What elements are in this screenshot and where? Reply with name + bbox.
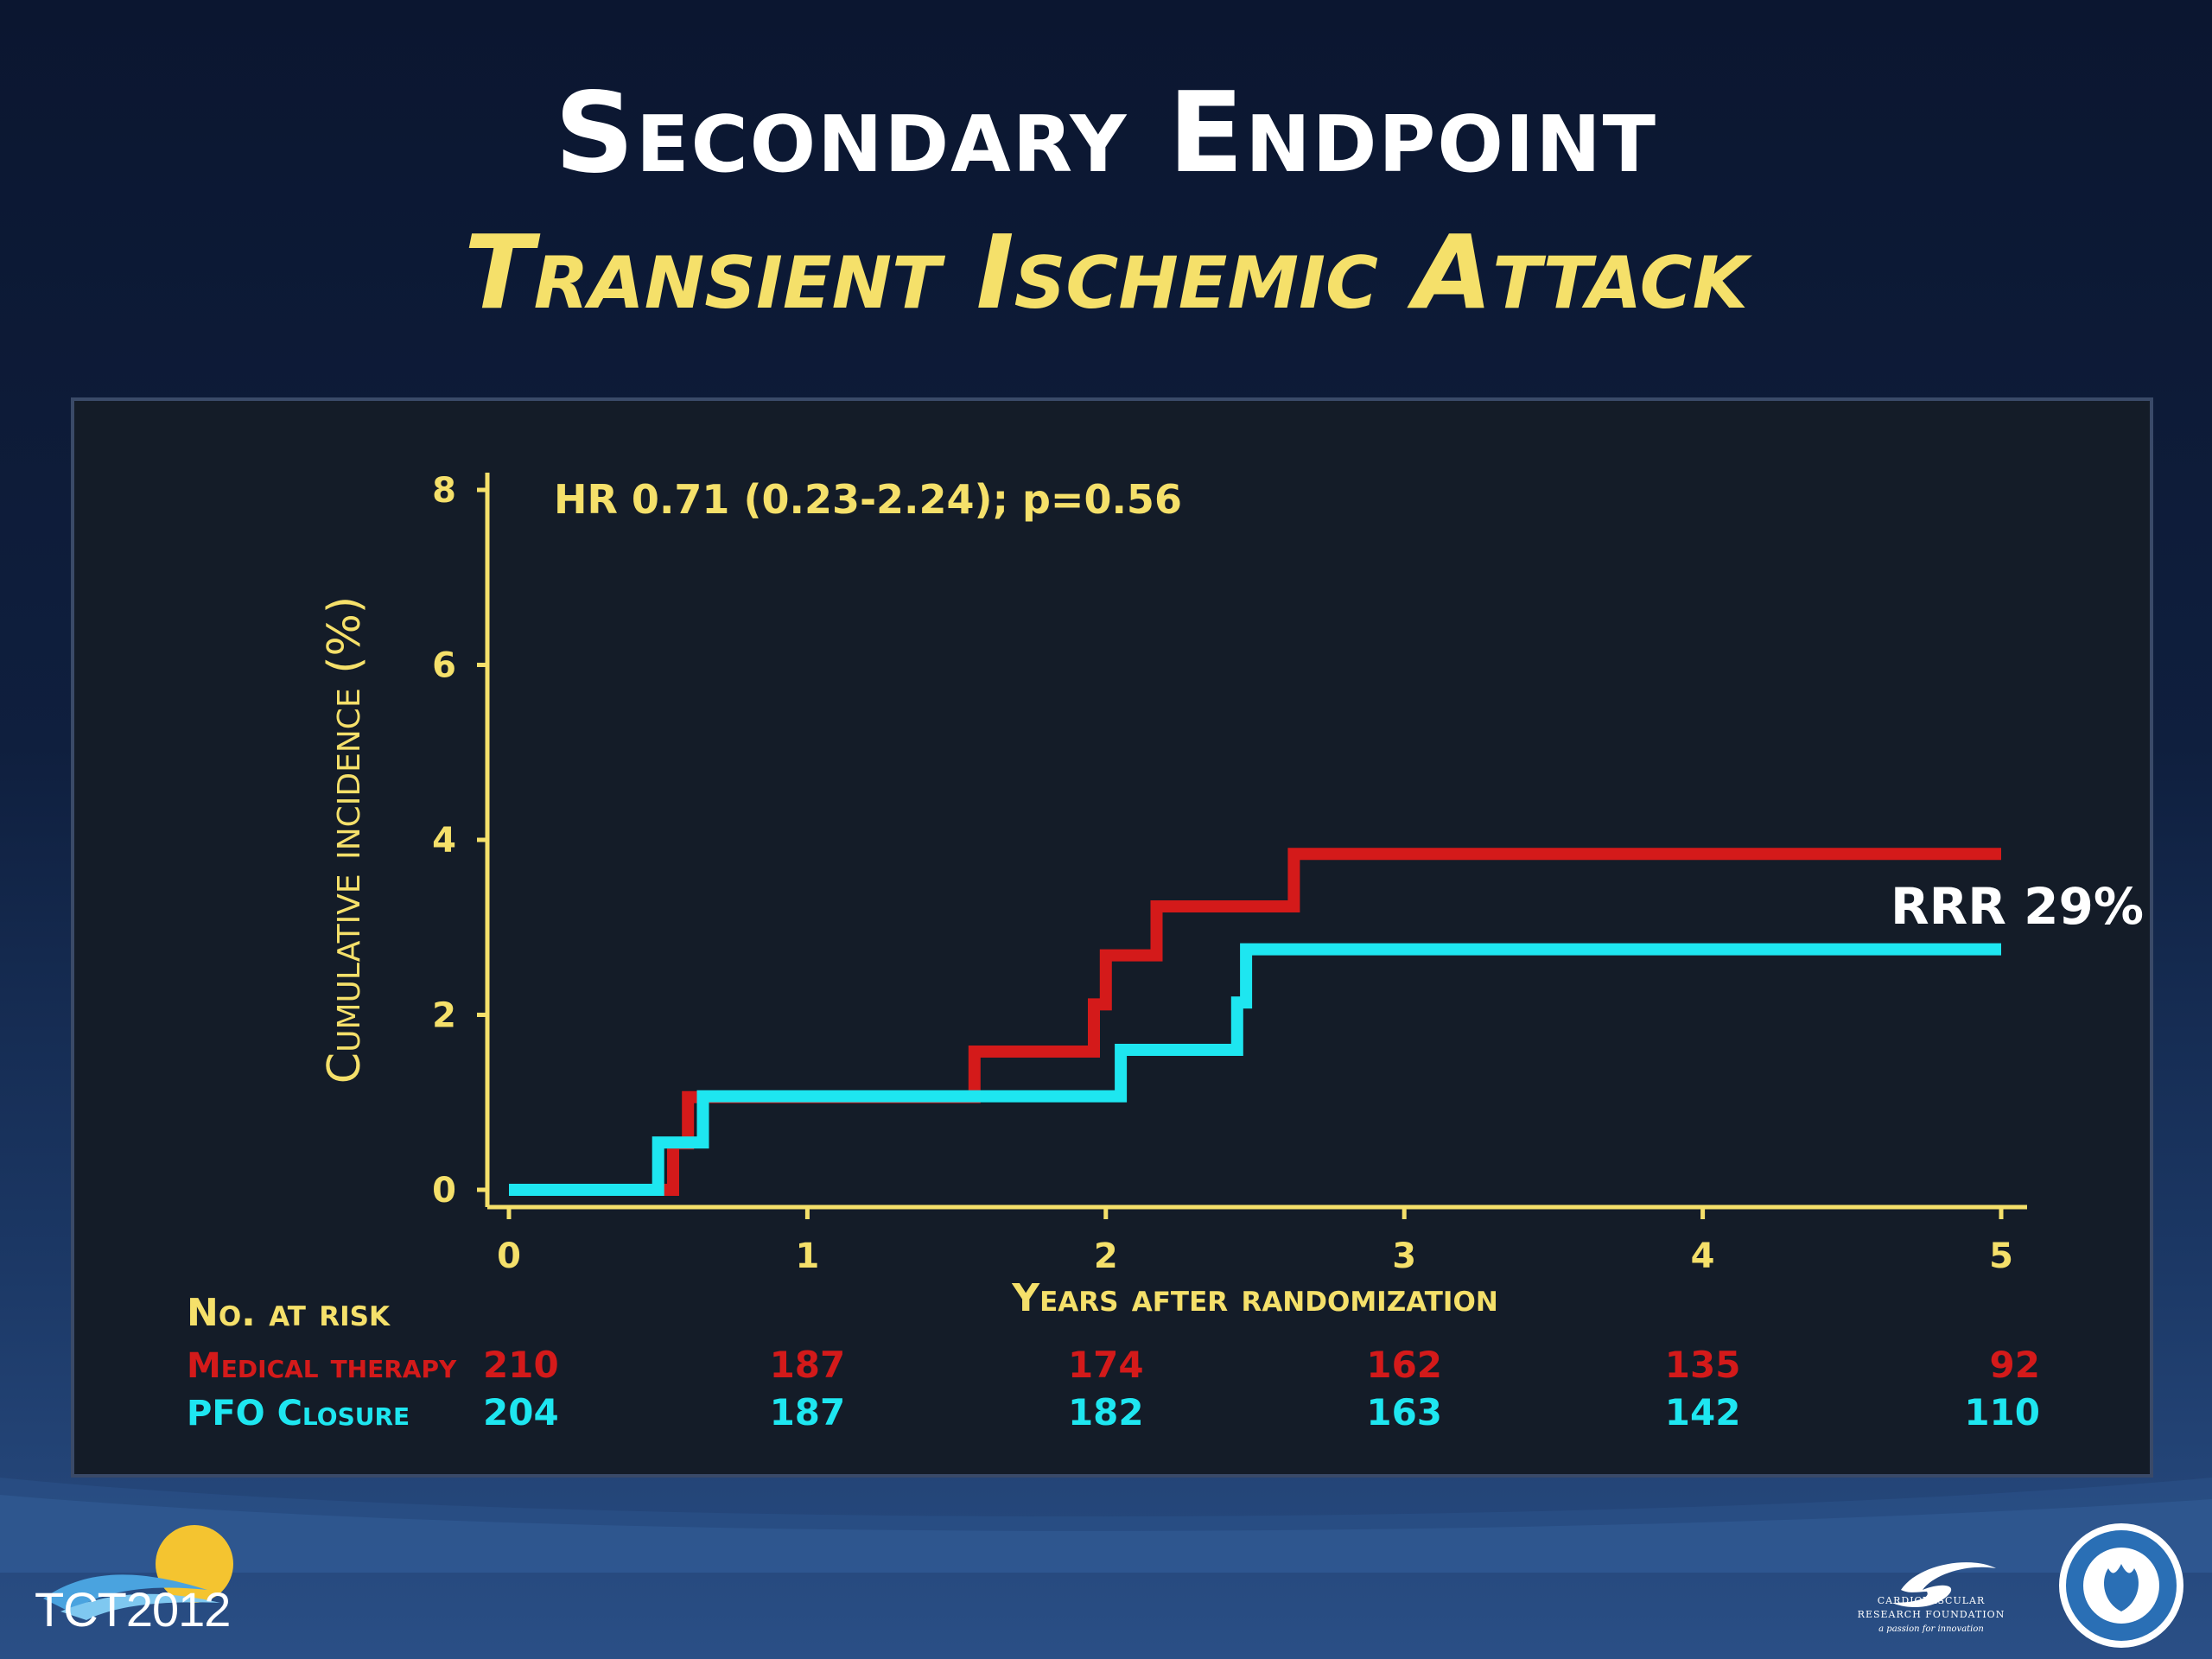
at-risk-row-label: PFO Closure bbox=[187, 1394, 410, 1433]
footer-wave bbox=[0, 1478, 2212, 1573]
y-tick-label: 6 bbox=[432, 646, 456, 686]
crf-swoosh-logo bbox=[1892, 1562, 1996, 1607]
x-tick-label: 4 bbox=[1691, 1236, 1715, 1276]
at-risk-value: 210 bbox=[483, 1344, 559, 1386]
tct-wave-logo bbox=[43, 1525, 233, 1620]
series-line-medical-therapy bbox=[509, 848, 2001, 1196]
x-tick-label: 3 bbox=[1392, 1236, 1416, 1276]
hazard-ratio-annotation: HR 0.71 (0.23-2.24); p=0.56 bbox=[554, 476, 1182, 523]
x-tick-label: 2 bbox=[1094, 1236, 1118, 1276]
at-risk-value: 110 bbox=[1964, 1391, 2040, 1433]
at-risk-value: 142 bbox=[1665, 1391, 1741, 1433]
rrr-annotation: RRR 29% bbox=[1891, 877, 2144, 936]
crf-name-line2: RESEARCH FOUNDATION bbox=[1857, 1609, 2005, 1620]
km-chart: 0 2 4 6 8 0 1 2 3 4 5 Years after randomization Cumu… bbox=[187, 471, 2144, 1433]
y-tick-label: 8 bbox=[432, 471, 456, 511]
x-tick-label: 0 bbox=[497, 1236, 521, 1276]
crf-name-line1: CARDIOVASCULAR bbox=[1877, 1595, 1986, 1606]
y-tick-label: 2 bbox=[432, 996, 456, 1036]
at-risk-value: 135 bbox=[1665, 1344, 1741, 1386]
at-risk-row-label: Medical therapy bbox=[187, 1346, 457, 1386]
x-tick-label: 1 bbox=[795, 1236, 819, 1276]
x-axis-label: Years after randomization bbox=[1011, 1276, 1498, 1320]
at-risk-value: 163 bbox=[1366, 1391, 1442, 1433]
at-risk-value: 92 bbox=[1990, 1344, 2040, 1386]
y-tick-label: 0 bbox=[432, 1171, 456, 1211]
chart-panel: 0 2 4 6 8 0 1 2 3 4 5 Years after randomization Cumu… bbox=[71, 397, 2153, 1478]
slide-title: Secondary Endpoint bbox=[554, 69, 1658, 198]
at-risk-value: 182 bbox=[1068, 1391, 1144, 1433]
slide-subtitle: Transient Ischemic Attack bbox=[464, 213, 1748, 332]
x-tick-label: 5 bbox=[1989, 1236, 2013, 1276]
tct-logo-text: TCT2012 bbox=[35, 1582, 231, 1637]
at-risk-value: 162 bbox=[1366, 1344, 1442, 1386]
y-tick-label: 4 bbox=[432, 821, 456, 861]
at-risk-value: 204 bbox=[483, 1391, 559, 1433]
at-risk-value: 187 bbox=[770, 1344, 846, 1386]
y-axis-label: Cumulative incidence (%) bbox=[319, 596, 371, 1084]
acc-seal-logo bbox=[2059, 1523, 2183, 1648]
at-risk-header: No. at risk bbox=[187, 1291, 391, 1335]
crf-tagline: a passion for innovation bbox=[1878, 1624, 1984, 1634]
at-risk-value: 187 bbox=[770, 1391, 846, 1433]
series-line-pfo-closure bbox=[509, 943, 2001, 1196]
at-risk-value: 174 bbox=[1068, 1344, 1144, 1386]
